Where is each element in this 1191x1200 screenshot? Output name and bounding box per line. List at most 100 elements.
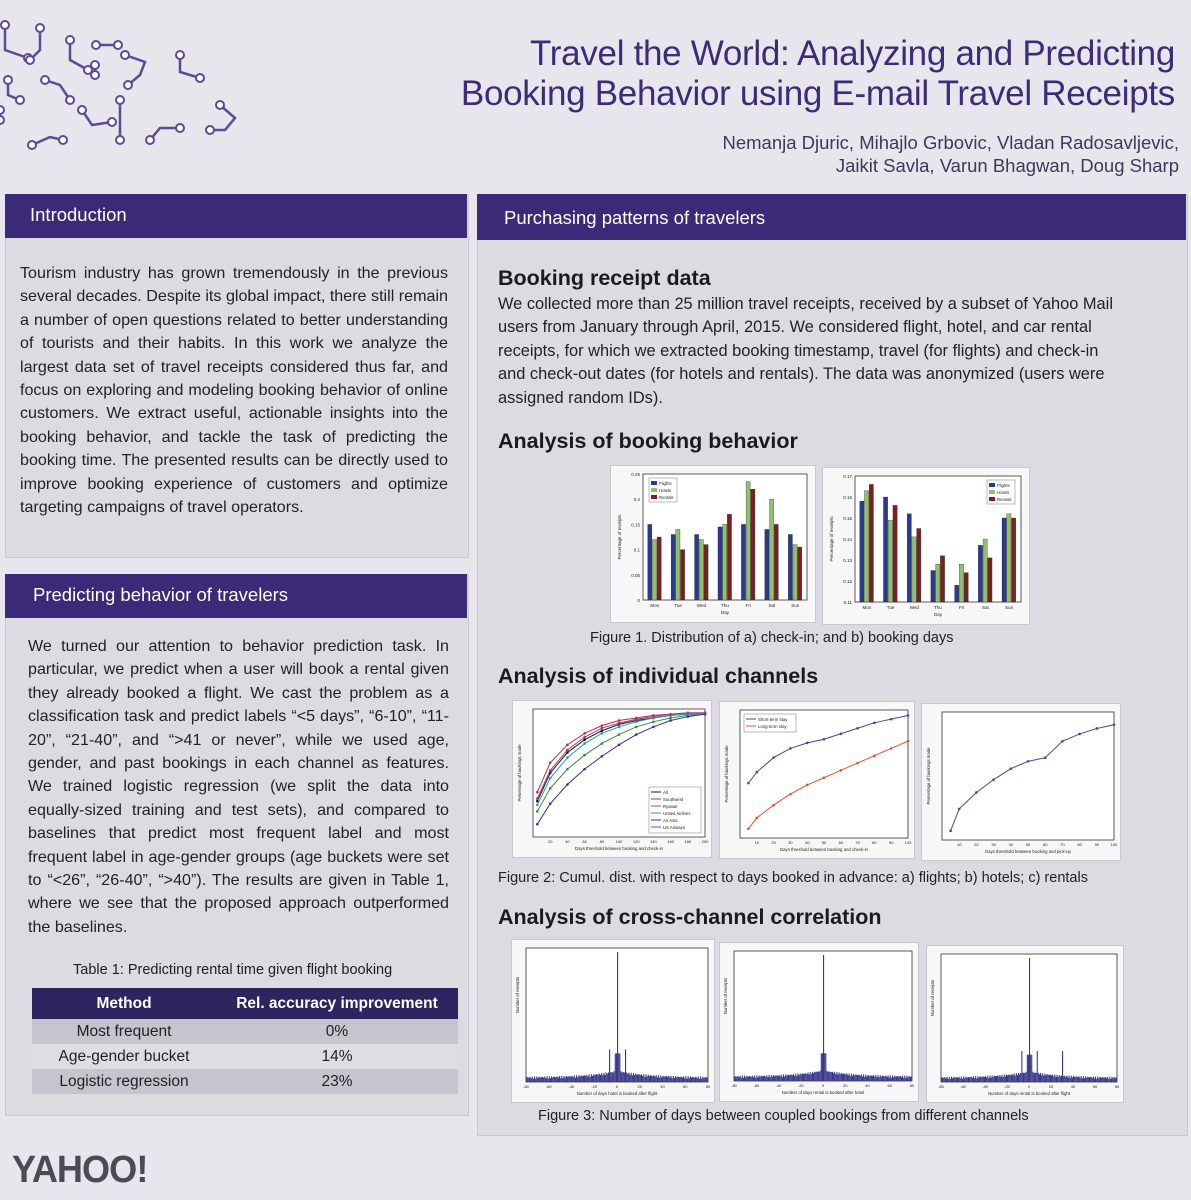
histogram-bar (581, 1075, 583, 1082)
histogram-bar (613, 1071, 615, 1082)
predicting-text: We turned our attention to behavior pred… (28, 637, 449, 936)
histogram-bar (576, 1075, 578, 1082)
histogram-bar (966, 1077, 968, 1082)
data-point (975, 791, 978, 794)
histogram-bar (624, 1049, 627, 1082)
circuit-node (115, 95, 125, 105)
histogram-bar (565, 1076, 567, 1082)
histogram-bar (756, 1075, 758, 1081)
bar-rentals (680, 549, 685, 601)
histogram-bar (797, 1073, 799, 1081)
y-tick-label: 0.1 (634, 548, 641, 553)
histogram-bar (697, 1076, 699, 1082)
histogram-bar (757, 1077, 759, 1081)
y-tick-label: 0.2 (634, 497, 641, 502)
histogram-bar (634, 1074, 636, 1082)
histogram-bar (905, 1077, 907, 1081)
y-tick-label: 0.14 (843, 537, 852, 542)
data-point (839, 732, 843, 736)
histogram-bar (700, 1076, 702, 1082)
x-tick-label: 0 (616, 1084, 619, 1089)
histogram-bar (646, 1076, 648, 1082)
circuit-node (58, 135, 68, 145)
data-point (536, 810, 539, 813)
histogram-bar (983, 1076, 985, 1082)
histogram-bar (643, 1074, 645, 1082)
histogram-bar (969, 1077, 971, 1082)
histogram-bar (611, 1072, 613, 1082)
x-axis-label: Days threshold between booking and check… (780, 847, 869, 852)
histogram-bar (799, 1073, 801, 1081)
histogram-bar (836, 1072, 838, 1081)
histogram-bar (1043, 1075, 1045, 1082)
histogram-bar (1007, 1075, 1009, 1082)
histogram-bar (549, 1078, 552, 1082)
circuit-node (205, 125, 215, 135)
histogram-bar (617, 952, 619, 1082)
histogram-bar (782, 1074, 785, 1081)
data-point (1078, 732, 1081, 736)
bar-rentals (727, 514, 732, 601)
histogram-bar (1056, 1074, 1058, 1082)
data-point (856, 761, 859, 765)
x-axis-label: Number of days hotel is booked after fli… (577, 1091, 658, 1096)
bar-hotels (792, 544, 798, 601)
histogram-bar (552, 1077, 554, 1082)
x-tick-label: 20 (638, 1084, 643, 1089)
histogram-bar (943, 1077, 945, 1082)
data-point (566, 743, 569, 747)
histogram-bar (1093, 1078, 1095, 1082)
histogram-bar (992, 1076, 994, 1082)
histogram-bar (895, 1076, 897, 1081)
histogram-bar (572, 1077, 574, 1082)
histogram-bar (788, 1075, 790, 1081)
histogram-bar (1024, 1073, 1026, 1082)
histogram-bar (629, 1074, 631, 1082)
x-tick-label: Wed (697, 603, 707, 608)
histogram-bar (1042, 1073, 1044, 1082)
x-tick-label: 20 (843, 1083, 848, 1088)
histogram-bar (621, 1072, 623, 1082)
histogram-bar (1000, 1076, 1002, 1082)
histogram-bar (742, 1077, 745, 1081)
histogram-bar (652, 1075, 654, 1082)
histogram-bar (1104, 1076, 1106, 1082)
y-axis-label: Percentage of bookings made (724, 745, 729, 803)
histogram-bar (693, 1077, 695, 1082)
histogram-bar (766, 1075, 768, 1081)
histogram-bar (1019, 1074, 1021, 1082)
data-point (889, 747, 893, 750)
purchasing-header: Purchasing patterns of travelers (477, 194, 1186, 240)
legend-swatch (989, 497, 995, 501)
histogram-bar (554, 1076, 556, 1082)
legend-label: Flights (997, 483, 1010, 488)
histogram-bar (636, 1074, 638, 1082)
data-point (566, 767, 569, 771)
histogram-bar (672, 1075, 674, 1082)
x-tick-label: Fri (746, 603, 751, 608)
histogram-bar (825, 1053, 827, 1081)
histogram-bar (1086, 1077, 1088, 1082)
histogram-bar (982, 1076, 984, 1082)
histogram-bar (769, 1077, 771, 1081)
histogram-bar (1114, 1077, 1116, 1082)
histogram-bar (968, 1077, 970, 1082)
data-point (536, 790, 539, 794)
histogram-bar (1078, 1076, 1080, 1082)
histogram-bar (845, 1074, 847, 1081)
histogram-bar (587, 1076, 589, 1082)
histogram-bar (941, 1077, 943, 1082)
data-point (1095, 727, 1099, 730)
histogram-bar (977, 1076, 979, 1082)
bar-flights (741, 524, 746, 601)
histogram-bar (881, 1075, 884, 1081)
histogram-bar (746, 1075, 748, 1081)
histogram-bar (668, 1076, 670, 1082)
table-cell: 23% (216, 1069, 458, 1094)
histogram-bar (858, 1074, 860, 1081)
histogram-bar (545, 1078, 547, 1082)
x-tick-label: Mon (650, 603, 659, 608)
cross-heading: Analysis of cross-channel correlation (498, 905, 882, 929)
histogram-bar (950, 1076, 952, 1082)
histogram-bar (765, 1076, 767, 1081)
